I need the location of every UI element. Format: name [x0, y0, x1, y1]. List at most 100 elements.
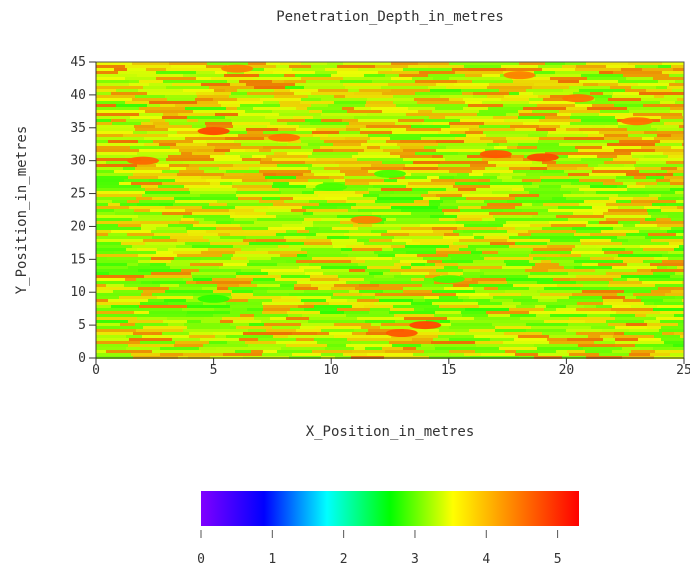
heatmap-cell [570, 116, 615, 119]
heatmap-cell [484, 200, 507, 203]
heatmap-cell [331, 74, 364, 77]
heatmap-cell [538, 212, 573, 215]
heatmap-cell [193, 110, 231, 113]
heatmap-cell [153, 140, 193, 143]
heatmap-cell [579, 86, 610, 89]
heatmap-cell [389, 311, 435, 314]
heatmap-cell [175, 200, 217, 203]
heatmap-cell [472, 170, 513, 173]
heatmap-cell [152, 332, 162, 335]
heatmap-cell [134, 209, 150, 212]
heatmap-cell [392, 344, 421, 347]
heatmap-cell [274, 152, 287, 155]
heatmap-cell [618, 221, 640, 224]
heatmap-cell [339, 320, 365, 323]
heatmap-cell [189, 335, 215, 338]
heatmap-cell [334, 335, 371, 338]
heatmap-cell [660, 101, 675, 104]
heatmap-cell [210, 245, 233, 248]
heatmap-cell [490, 242, 515, 245]
heatmap-cell [293, 116, 313, 119]
heatmap-cell [339, 164, 371, 167]
heatmap-cell [438, 164, 470, 167]
colorbar-tick-label: 1 [268, 552, 276, 567]
heatmap-cell [354, 347, 365, 350]
heatmap-cell [596, 305, 612, 308]
heatmap-cell [150, 119, 165, 122]
heatmap-cell [193, 140, 206, 143]
heatmap-cell [205, 122, 232, 125]
heatmap-cell [368, 134, 389, 137]
heatmap-cell [608, 209, 647, 212]
heatmap-cell [371, 230, 387, 233]
heatmap-cell [268, 251, 307, 254]
heatmap-cell [372, 224, 420, 227]
heatmap-cell [673, 344, 684, 347]
heatmap-hotspots [127, 64, 653, 338]
heatmap-cell [617, 155, 632, 158]
heatmap-cell [96, 74, 137, 77]
heatmap-cell [141, 227, 156, 230]
heatmap-cell [152, 281, 186, 284]
heatmap-cell [183, 278, 193, 281]
heatmap-cell [482, 218, 495, 221]
heatmap-cell [582, 263, 598, 266]
heatmap-cell [484, 236, 509, 239]
heatmap-cell [417, 101, 465, 104]
heatmap-cell [247, 131, 263, 134]
heatmap-cell [210, 182, 220, 185]
heatmap-cell [125, 65, 171, 68]
heatmap-cell [682, 299, 684, 302]
heatmap-cell [345, 182, 369, 185]
heatmap-cell [588, 164, 598, 167]
heatmap-cell [624, 332, 662, 335]
heatmap-cell [96, 317, 137, 320]
heatmap-cell [96, 245, 132, 248]
heatmap-cell [175, 179, 206, 182]
heatmap-cell [537, 104, 575, 107]
heatmap-cell [530, 164, 547, 167]
heatmap-cell [246, 236, 284, 239]
heatmap-cell [373, 185, 406, 188]
heatmap-cell [136, 278, 183, 281]
heatmap-cell [522, 203, 532, 206]
heatmap-cell [276, 65, 289, 68]
heatmap-cell [675, 296, 684, 299]
heatmap-cell [216, 227, 242, 230]
heatmap-cell [371, 323, 381, 326]
heatmap-cell [236, 272, 268, 275]
heatmap-cell [253, 293, 289, 296]
heatmap-cell [385, 74, 399, 77]
heatmap-cell [263, 146, 301, 149]
heatmap-cell [611, 308, 653, 311]
heatmap-cell [506, 68, 542, 71]
heatmap-cell [507, 281, 537, 284]
heatmap-cell [393, 248, 436, 251]
heatmap-cell [358, 68, 392, 71]
heatmap-cell [529, 254, 560, 257]
heatmap-cell [117, 164, 137, 167]
heatmap-cell [96, 326, 143, 329]
heatmap-cell [169, 122, 205, 125]
heatmap-cell [625, 89, 646, 92]
heatmap-cell [504, 95, 538, 98]
heatmap-cell [440, 197, 466, 200]
heatmap-cell [157, 248, 168, 251]
heatmap-cell [572, 293, 617, 296]
heatmap-cell [408, 107, 435, 110]
heatmap-cell [187, 116, 225, 119]
heatmap-cell [322, 110, 347, 113]
heatmap-cell [233, 125, 267, 128]
heatmap-cell [192, 125, 206, 128]
heatmap-cell [189, 188, 237, 191]
heatmap-cell [200, 194, 236, 197]
heatmap-cell [348, 209, 358, 212]
heatmap-cell [96, 272, 109, 275]
heatmap-cell [352, 332, 366, 335]
heatmap-cell [166, 263, 190, 266]
heatmap-cell [229, 95, 274, 98]
heatmap-cell [578, 344, 615, 347]
heatmap-cell [401, 266, 411, 269]
heatmap-cell [458, 266, 502, 269]
heatmap-cell [297, 296, 331, 299]
